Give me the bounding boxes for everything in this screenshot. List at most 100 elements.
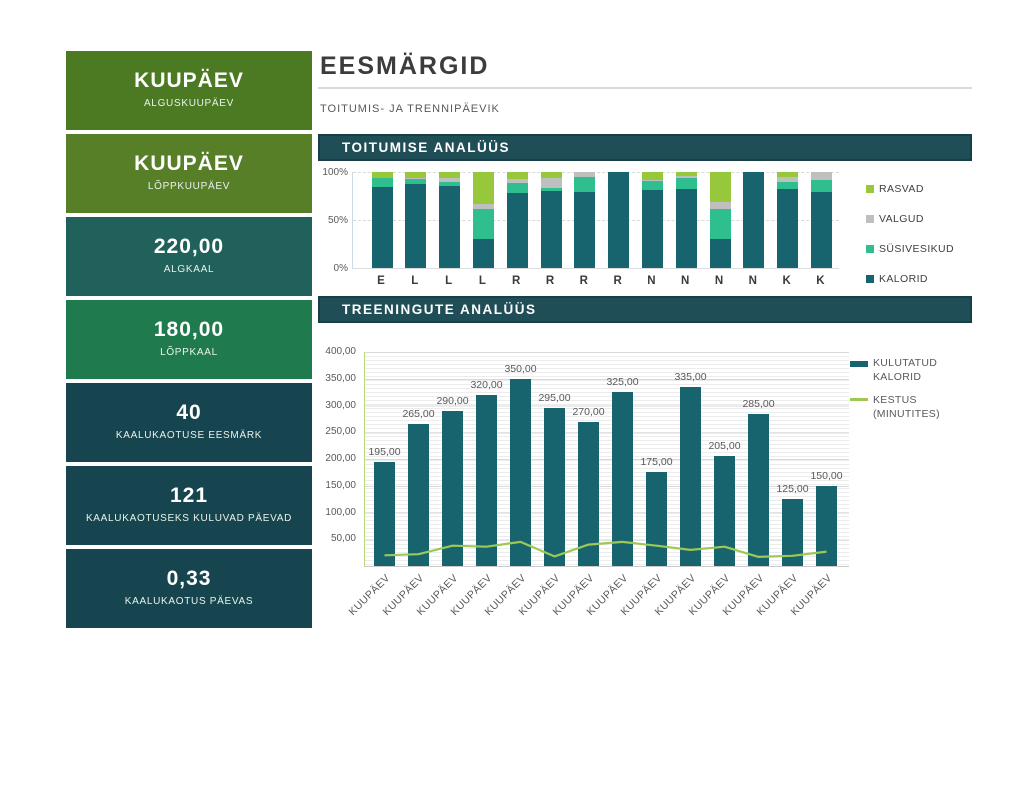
legend-item[interactable]: KALORID xyxy=(866,264,954,294)
x-axis-label: N xyxy=(748,275,757,287)
legend-item[interactable]: RASVAD xyxy=(866,174,954,204)
metric-card-kuluvad-paevad[interactable]: 121 KAALUKAOTUSEKS KULUVAD PÄEVAD xyxy=(66,466,312,545)
gridline xyxy=(353,172,839,173)
x-axis-label: L xyxy=(411,275,419,287)
x-axis-label: R xyxy=(613,275,622,287)
stacked-bar[interactable] xyxy=(540,172,562,268)
y-axis-label: 50,00 xyxy=(330,533,356,545)
metric-card-kaalukaotus-paevas[interactable]: 0,33 KAALUKAOTUS PÄEVAS xyxy=(66,549,312,628)
bar-segment-kalorid xyxy=(439,186,461,268)
bar-segment-süsivesikud xyxy=(439,181,461,187)
x-axis-label: L xyxy=(478,275,486,287)
y-axis-label: 50% xyxy=(327,215,348,226)
x-axis-label: N xyxy=(681,275,690,287)
calorie-bar[interactable] xyxy=(612,392,633,566)
legend-item[interactable]: VALGUD xyxy=(866,204,954,234)
bar-segment-süsivesikud xyxy=(810,179,832,193)
stacked-bar[interactable] xyxy=(709,172,731,268)
metric-card-alguskuupaev[interactable]: KUUPÄEV ALGUSKUUPÄEV xyxy=(66,51,312,130)
bar-value-label: 290,00 xyxy=(436,394,469,407)
metric-card-kaalukaotuse-eesmark[interactable]: 40 KAALUKAOTUSE EESMÄRK xyxy=(66,383,312,462)
bar-segment-kalorid xyxy=(743,172,765,268)
calorie-bar[interactable] xyxy=(374,461,395,566)
title-divider xyxy=(318,87,972,89)
stacked-bar[interactable] xyxy=(574,172,596,268)
stacked-bar[interactable] xyxy=(472,172,494,268)
legend-swatch xyxy=(850,361,868,367)
bar-segment-kalorid xyxy=(608,172,630,268)
bar-segment-süsivesikud xyxy=(371,177,393,188)
bar-segment-valgud xyxy=(405,177,427,179)
section-header-label: TOITUMISE ANALÜÜS xyxy=(342,140,511,155)
bar-segment-kalorid xyxy=(777,189,799,268)
bar-segment-rasvad xyxy=(641,172,663,180)
legend-item[interactable]: KULUTATUD KALORID xyxy=(850,357,960,384)
gridline xyxy=(353,220,839,221)
calorie-bar[interactable] xyxy=(748,413,769,566)
y-axis-label: 300,00 xyxy=(325,399,356,411)
calorie-bar[interactable] xyxy=(544,408,565,566)
stacked-bar[interactable] xyxy=(439,172,461,268)
calorie-bar[interactable] xyxy=(408,424,429,566)
page-subtitle: TOITUMIS- JA TRENNIPÄEVIK xyxy=(320,103,500,115)
page-title: EESMÄRGID xyxy=(320,52,490,80)
stacked-bar[interactable] xyxy=(641,172,663,268)
bar-segment-valgud xyxy=(506,178,528,183)
bar-segment-valgud xyxy=(675,175,697,178)
bar-value-label: 270,00 xyxy=(572,405,605,418)
nutrition-chart-plot-area xyxy=(352,172,839,269)
bar-segment-rasvad xyxy=(371,172,393,178)
calorie-bar[interactable] xyxy=(578,421,599,566)
training-analysis-chart[interactable]: 195,00 265,00 290,00 320,00 350,00 295,00 270,… xyxy=(318,338,1028,628)
bar-value-label: 285,00 xyxy=(742,397,775,410)
metric-card-algkaal[interactable]: 220,00 ALGKAAL xyxy=(66,217,312,296)
stacked-bar[interactable] xyxy=(777,172,799,268)
calorie-bar[interactable] xyxy=(510,378,531,566)
calorie-bar[interactable] xyxy=(680,386,701,566)
metric-card-loppkuupaev[interactable]: KUUPÄEV LÕPPKUUPÄEV xyxy=(66,134,312,213)
bar-segment-rasvad xyxy=(439,172,461,178)
calorie-bar[interactable] xyxy=(816,485,837,566)
calorie-bar[interactable] xyxy=(782,499,803,566)
y-axis-label: 100,00 xyxy=(325,506,356,518)
x-axis-label: L xyxy=(445,275,453,287)
legend-item[interactable]: KESTUS (MINUTITES) xyxy=(850,394,960,421)
stacked-bar[interactable] xyxy=(810,172,832,268)
y-axis-label: 400,00 xyxy=(325,346,356,357)
legend-label: SÜSIVESIKUD xyxy=(879,243,955,255)
x-axis-label: R xyxy=(579,275,588,287)
calorie-bar[interactable] xyxy=(714,456,735,566)
duration-line[interactable] xyxy=(365,352,849,566)
x-axis-label: E xyxy=(377,275,385,287)
bar-segment-kalorid xyxy=(371,187,393,268)
bar-segment-süsivesikud xyxy=(506,182,528,194)
stacked-bar[interactable] xyxy=(371,172,393,268)
y-axis-label: 200,00 xyxy=(325,453,356,464)
nutrition-analysis-chart[interactable]: RASVAD VALGUD SÜSIVESIKUD KALORID E L L L R R R R N… xyxy=(318,165,1018,293)
bar-value-label: 150,00 xyxy=(810,469,843,482)
metric-value: 0,33 xyxy=(166,567,212,591)
legend-item[interactable]: SÜSIVESIKUD xyxy=(866,234,954,264)
legend-swatch xyxy=(866,185,874,193)
y-axis-label: 350,00 xyxy=(325,372,356,384)
x-axis-label: K xyxy=(782,275,791,287)
bar-segment-rasvad xyxy=(709,172,731,202)
bar-segment-valgud xyxy=(709,201,731,210)
stacked-bar[interactable] xyxy=(506,172,528,268)
bar-segment-kalorid xyxy=(675,189,697,268)
bar-value-label: 125,00 xyxy=(776,483,809,496)
calorie-bar[interactable] xyxy=(442,410,463,566)
calorie-bar[interactable] xyxy=(476,394,497,566)
calorie-bar[interactable] xyxy=(646,472,667,566)
stacked-bar[interactable] xyxy=(608,172,630,268)
metric-card-loppkaal[interactable]: 180,00 LÕPPKAAL xyxy=(66,300,312,379)
bar-segment-valgud xyxy=(574,172,596,177)
y-axis-label: 250,00 xyxy=(325,426,356,438)
bar-segment-valgud xyxy=(641,179,663,181)
stacked-bar[interactable] xyxy=(675,172,697,268)
stacked-bar[interactable] xyxy=(405,172,427,268)
stacked-bar[interactable] xyxy=(743,172,765,268)
bar-value-label: 195,00 xyxy=(368,445,401,458)
x-axis-label: R xyxy=(512,275,521,287)
